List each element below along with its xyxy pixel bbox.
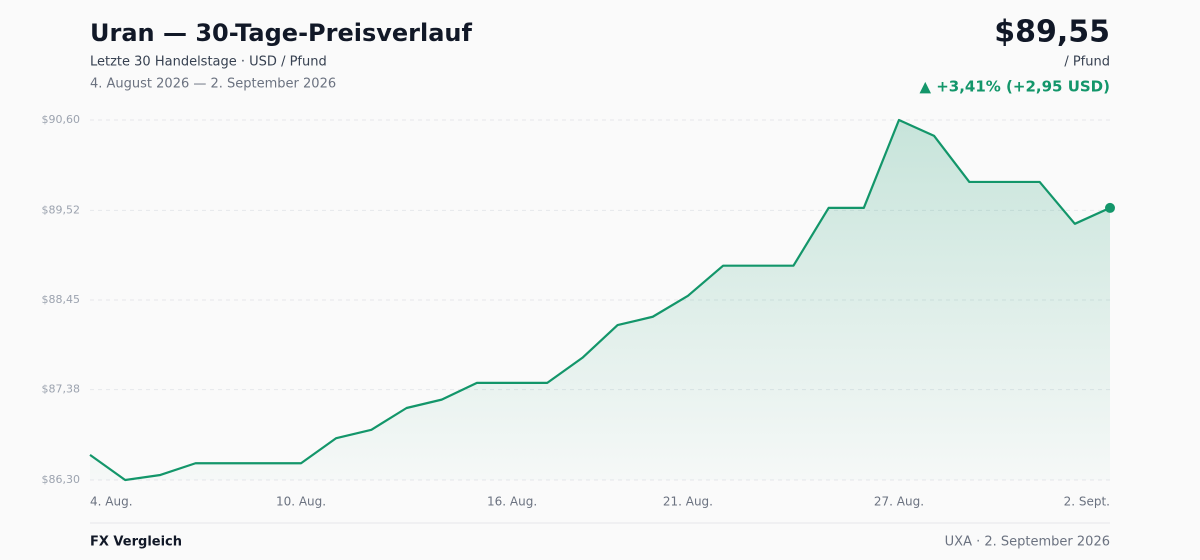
y-tick-label: $89,52 [42, 203, 81, 216]
y-tick-label: $88,45 [42, 293, 81, 306]
end-point [1105, 202, 1115, 213]
x-tick-label: 21. Aug. [663, 495, 713, 509]
area [90, 120, 1110, 480]
price-unit: / Pfund [1064, 55, 1110, 70]
x-tick-label: 16. Aug. [487, 495, 537, 509]
line [89, 118, 1111, 482]
footer-source: UXA · 2. September 2026 [945, 535, 1110, 550]
price: $89,55 [994, 15, 1110, 50]
x-tick-label: 27. Aug. [874, 495, 924, 509]
title: Uran — 30-Tage-Preisverlauf [90, 19, 473, 47]
date-range: 4. August 2026 — 2. September 2026 [90, 77, 336, 92]
y-tick-label: $87,38 [42, 383, 81, 396]
footer-brand: FX Vergleich [90, 535, 182, 550]
x-tick-label: 2. Sept. [1064, 495, 1110, 509]
y-tick-label: $86,30 [42, 473, 81, 486]
x-tick-label: 4. Aug. [90, 495, 133, 509]
y-tick-label: $90,60 [42, 113, 81, 126]
price-change: ▲ +3,41% (+2,95 USD) [919, 78, 1110, 96]
subtitle: Letzte 30 Handelstage · USD / Pfund [90, 55, 327, 70]
x-tick-label: 10. Aug. [276, 495, 326, 509]
